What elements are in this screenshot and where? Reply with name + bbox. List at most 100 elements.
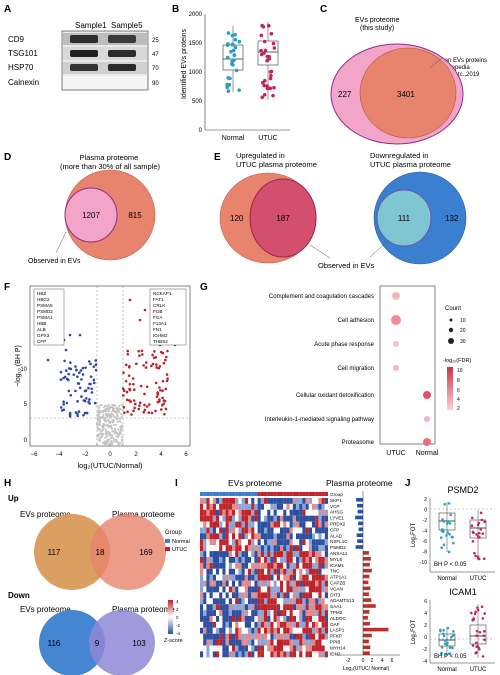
heatmap-cell [238, 633, 242, 640]
heatmap-cell [273, 616, 277, 622]
heatmap-cell [257, 627, 261, 634]
data-point [269, 31, 274, 36]
data-point [138, 404, 141, 407]
data-point [443, 503, 447, 506]
fold-change-bar [363, 580, 369, 585]
heatmap-cell [308, 568, 312, 575]
heatmap-cell [216, 645, 220, 652]
heatmap-cell [238, 580, 242, 587]
panel-a: A Sample1 Sample5 CD9 TSG101 HSP70 Calne… [4, 4, 159, 91]
data-point [269, 73, 273, 78]
data-point [106, 414, 109, 417]
data-point [118, 405, 121, 408]
data-point [143, 408, 147, 412]
heatmap-cell [228, 498, 232, 504]
heatmap-cell [299, 509, 303, 516]
heatmap-cell [225, 604, 229, 611]
data-point [162, 361, 166, 365]
heatmap-cell [318, 610, 322, 616]
heatmap-cell [241, 521, 245, 528]
heatmap-cell [241, 621, 245, 628]
venn-count: 9 [95, 639, 100, 648]
data-point [225, 55, 230, 60]
heatmap-cell [225, 503, 229, 510]
heatmap-cell [312, 521, 316, 528]
data-point [114, 410, 118, 413]
heatmap-cell [244, 533, 248, 540]
blot-row-label: Calnexin [8, 78, 39, 87]
heatmap-cell [270, 645, 274, 652]
heatmap-cell [209, 557, 213, 563]
data-point [118, 417, 122, 420]
heatmap-cell [260, 598, 264, 605]
heatmap-cell [321, 509, 325, 516]
volcano-points [46, 298, 177, 447]
data-point [96, 404, 99, 408]
heatmap-cell [276, 515, 280, 522]
heatmap-cell [238, 562, 242, 569]
heatmap-cell [216, 527, 220, 534]
data-point [472, 531, 475, 535]
data-point [75, 368, 78, 372]
heatmap-cell [222, 645, 226, 652]
data-point [89, 375, 93, 378]
group-bar-cell [216, 492, 220, 496]
data-point [113, 423, 116, 427]
y-ticks: 20-2-4-6-8-10 [420, 497, 427, 566]
data-point [128, 388, 132, 392]
heatmap-cell [312, 562, 316, 569]
heatmap-cell [232, 592, 236, 599]
heatmap-cell [228, 604, 232, 611]
data-point [90, 391, 94, 394]
tick-label: 0 [108, 452, 112, 458]
heatmap-cell [254, 545, 258, 552]
heatmap-cell [238, 515, 242, 522]
data-point [119, 425, 122, 428]
heatmap-cell [315, 610, 319, 616]
data-point [144, 366, 148, 369]
gene-label: MYH14 [330, 645, 346, 650]
heatmap-cell [286, 574, 290, 581]
group-bar-cell [212, 492, 216, 496]
heatmap-cell [222, 633, 226, 640]
heatmap-cell [222, 562, 226, 569]
heatmap-cell [318, 645, 322, 652]
data-point [96, 426, 99, 429]
heatmap-cell [260, 616, 264, 622]
heatmap-cell [212, 509, 216, 516]
heatmap-cell [315, 551, 319, 557]
data-point [139, 384, 143, 388]
heatmap-cell [228, 521, 232, 528]
heatmap-cell [302, 633, 306, 640]
data-point [112, 409, 115, 412]
heatmap-cell [286, 651, 290, 658]
heatmap-cell [219, 498, 223, 504]
heatmap-cell [251, 621, 255, 628]
heatmap-cell [225, 515, 229, 522]
heatmap-cell [321, 592, 325, 599]
heatmap-cell [308, 592, 312, 599]
data-point [108, 407, 111, 410]
heatmap-cell [225, 551, 229, 557]
data-point [268, 86, 273, 91]
heatmap-cell [286, 633, 290, 640]
data-point [475, 533, 478, 536]
gene-label: CFP [330, 527, 339, 532]
heatmap-cell [264, 557, 268, 563]
heatmap-cell [289, 616, 293, 622]
data-point [230, 42, 235, 47]
heatmap-cell [302, 639, 306, 646]
fold-change-bar [363, 633, 372, 638]
heatmap-cell [324, 503, 328, 510]
heatmap-cell [270, 503, 274, 510]
band [108, 50, 136, 57]
heatmap-cell [219, 633, 223, 640]
gene-label: PSMD2 [37, 309, 53, 314]
heatmap-cell [305, 539, 309, 546]
heatmap-cell [235, 562, 239, 569]
heatmap-cell [289, 545, 293, 552]
heatmap-cell [305, 574, 309, 581]
heatmap-cell [216, 627, 220, 634]
data-point [101, 409, 104, 412]
heatmap-cell [222, 545, 226, 552]
